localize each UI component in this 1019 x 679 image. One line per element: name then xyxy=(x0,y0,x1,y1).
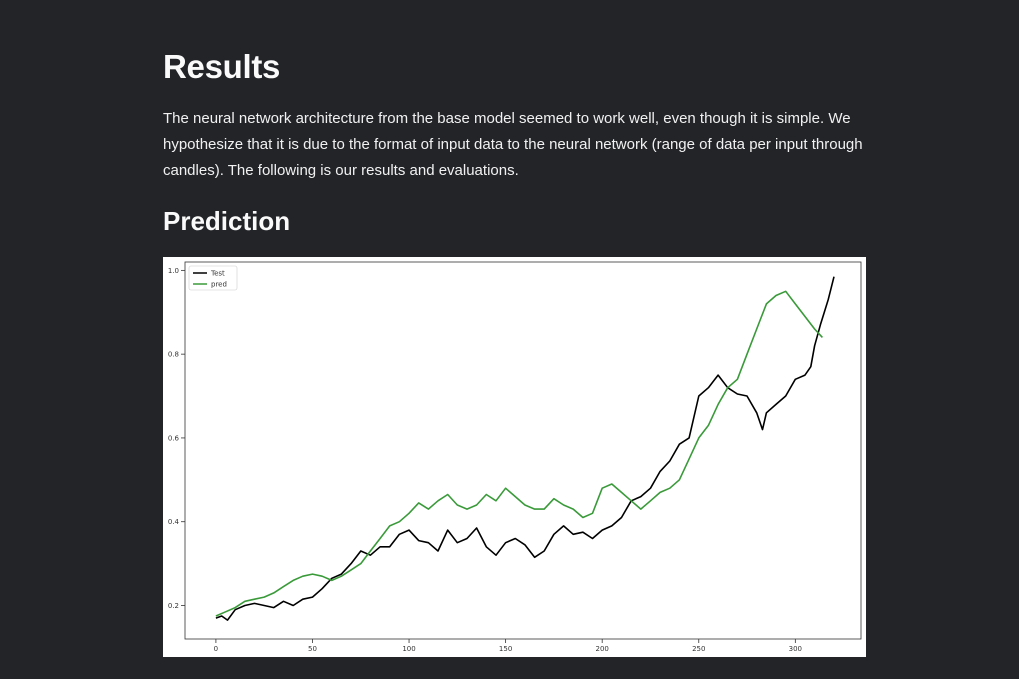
y-tick-label: 1.0 xyxy=(168,267,179,275)
series-line-test xyxy=(215,276,835,621)
legend-label: Test xyxy=(210,270,225,278)
prediction-figure: 0 50 100 150 200 250 300 0.2 0.4 0.6 0.8 1.0 Test pre… xyxy=(163,257,866,657)
prediction-chart: 0 50 100 150 200 250 300 0.2 0.4 0.6 0.8 1.0 Test pre… xyxy=(168,261,862,653)
x-tick-label: 0 xyxy=(214,645,218,653)
x-tick-label: 50 xyxy=(308,645,317,653)
section-heading: Prediction xyxy=(163,206,291,236)
plot-frame xyxy=(184,261,862,640)
x-tick-label: 250 xyxy=(692,645,705,653)
page-title: Results xyxy=(163,48,281,85)
y-tick-label: 0.2 xyxy=(168,602,179,610)
x-tick-label: 200 xyxy=(596,645,609,653)
y-tick-label: 0.6 xyxy=(168,434,180,442)
y-tick-label: 0.8 xyxy=(168,351,179,359)
series-line-pred xyxy=(215,290,823,617)
y-tick-label: 0.4 xyxy=(168,518,180,526)
legend-label: pred xyxy=(211,281,227,289)
x-tick-label: 150 xyxy=(499,645,512,653)
intro-paragraph: The neural network architecture from the… xyxy=(163,110,863,179)
x-tick-label: 300 xyxy=(789,645,802,653)
x-tick-label: 100 xyxy=(402,645,415,653)
